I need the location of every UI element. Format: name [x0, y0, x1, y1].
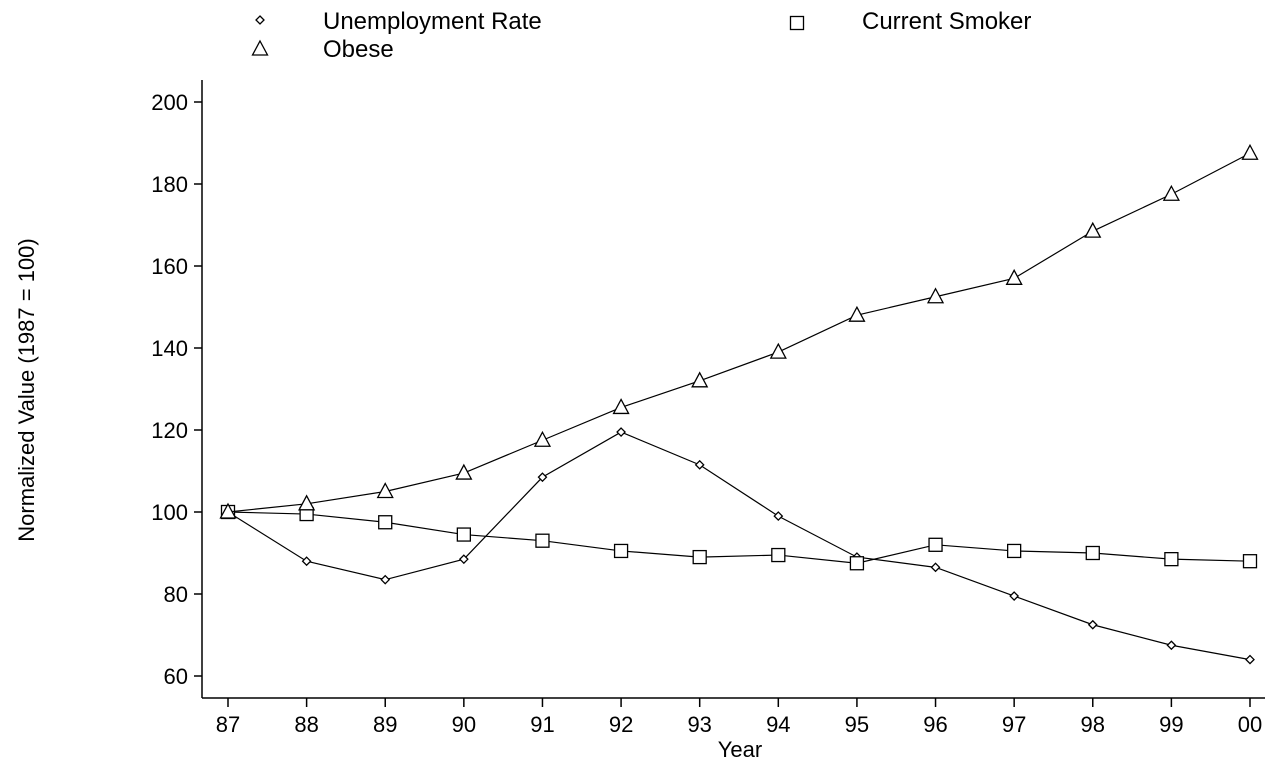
data-point-square — [692, 549, 707, 565]
data-point-triangle — [691, 371, 709, 388]
data-point-diamond — [694, 459, 705, 470]
x-tick-label: 88 — [294, 712, 318, 737]
x-tick-label: 98 — [1081, 712, 1105, 737]
x-tick-label: 99 — [1159, 712, 1183, 737]
data-point-triangle — [612, 398, 630, 415]
legend-item: Obese — [251, 36, 394, 63]
data-point-diamond — [1166, 640, 1177, 651]
y-axis-title: Normalized Value (1987 = 100) — [14, 238, 39, 542]
data-point-triangle — [376, 482, 394, 499]
x-tick-label: 97 — [1002, 712, 1026, 737]
data-point-diamond — [1087, 619, 1098, 630]
legend-marker-diamond — [255, 15, 265, 25]
legend-item: Current Smoker — [789, 8, 1031, 35]
x-axis-ticks: 87 88 89 90 91 92 93 94 95 96 97 98 99 00 — [216, 698, 1262, 737]
data-point-diamond — [301, 556, 312, 567]
data-point-triangle — [926, 287, 945, 304]
x-tick-label: 00 — [1238, 712, 1262, 737]
y-tick-label: 160 — [151, 254, 188, 279]
y-tick-label: 60 — [164, 664, 188, 689]
legend-label: Obese — [323, 36, 394, 63]
legend-marker-square — [789, 15, 805, 31]
data-point-diamond — [537, 472, 548, 483]
data-point-square — [928, 537, 943, 552]
data-point-diamond — [1245, 654, 1255, 665]
legend-item: Unemployment Rate — [255, 8, 542, 35]
series-square — [220, 504, 1258, 571]
x-tick-label: 96 — [923, 712, 947, 737]
y-tick-label: 80 — [164, 582, 188, 607]
y-tick-label: 100 — [151, 500, 188, 525]
x-tick-label: 87 — [216, 712, 240, 737]
series-layer — [219, 143, 1259, 665]
x-tick-label: 94 — [766, 712, 790, 737]
data-point-diamond — [458, 554, 469, 565]
data-point-square — [849, 556, 865, 571]
data-point-triangle — [1162, 184, 1180, 201]
x-tick-label: 91 — [530, 712, 554, 737]
x-tick-label: 90 — [452, 712, 476, 737]
y-tick-label: 180 — [151, 172, 188, 197]
legend-marker-triangle — [251, 39, 269, 56]
x-axis-title: Year — [718, 737, 762, 762]
data-point-square — [613, 543, 629, 559]
data-point-triangle — [298, 494, 316, 511]
x-tick-label: 95 — [845, 712, 869, 737]
data-point-square — [1085, 545, 1100, 561]
series-diamond — [223, 427, 1255, 665]
data-point-triangle — [219, 502, 237, 519]
data-point-triangle — [455, 463, 473, 480]
series-line — [227, 511, 1251, 564]
data-point-diamond — [1009, 591, 1020, 601]
x-tick-label: 93 — [687, 712, 711, 737]
x-tick-label: 89 — [373, 712, 397, 737]
series-line — [227, 431, 1251, 661]
data-point-diamond — [930, 562, 941, 573]
y-tick-label: 120 — [151, 418, 188, 443]
y-axis-ticks: 60 80 100 120 140 160 180 200 — [151, 90, 202, 689]
y-tick-label: 200 — [151, 90, 188, 115]
data-point-square — [1164, 552, 1179, 567]
data-point-square — [771, 547, 786, 563]
y-tick-label: 140 — [151, 336, 188, 361]
legend: Unemployment Rate Current Smoker Obese — [251, 8, 1031, 63]
x-tick-label: 92 — [609, 712, 633, 737]
series-triangle — [219, 143, 1259, 519]
data-point-square — [378, 515, 393, 530]
data-point-triangle — [1084, 221, 1102, 238]
data-point-triangle — [1241, 143, 1259, 160]
data-point-square — [1242, 554, 1258, 569]
legend-label: Unemployment Rate — [323, 8, 542, 35]
series-line — [227, 152, 1251, 513]
data-point-triangle — [848, 305, 866, 322]
data-point-diamond — [616, 427, 626, 437]
data-point-triangle — [1005, 268, 1023, 285]
data-point-triangle — [769, 342, 787, 359]
data-point-square — [535, 533, 550, 548]
data-point-square — [1007, 543, 1022, 559]
data-point-square — [456, 527, 471, 542]
legend-label: Current Smoker — [862, 8, 1031, 35]
data-point-diamond — [773, 511, 784, 522]
data-point-triangle — [533, 430, 552, 447]
data-point-diamond — [380, 574, 391, 585]
